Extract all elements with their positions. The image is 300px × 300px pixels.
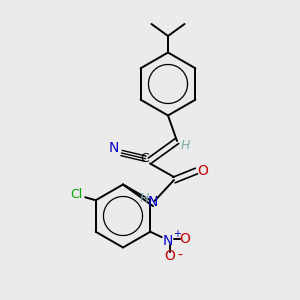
Text: N: N (148, 196, 158, 209)
Text: O: O (197, 164, 208, 178)
Text: +: + (173, 229, 181, 239)
Text: Cl: Cl (70, 188, 82, 201)
Text: N: N (108, 141, 118, 154)
Text: C: C (140, 152, 149, 165)
Text: O: O (179, 232, 190, 246)
Text: -: - (177, 249, 182, 263)
Text: H: H (140, 192, 149, 206)
Text: O: O (164, 249, 175, 263)
Text: N: N (163, 234, 173, 248)
Text: H: H (181, 139, 190, 152)
